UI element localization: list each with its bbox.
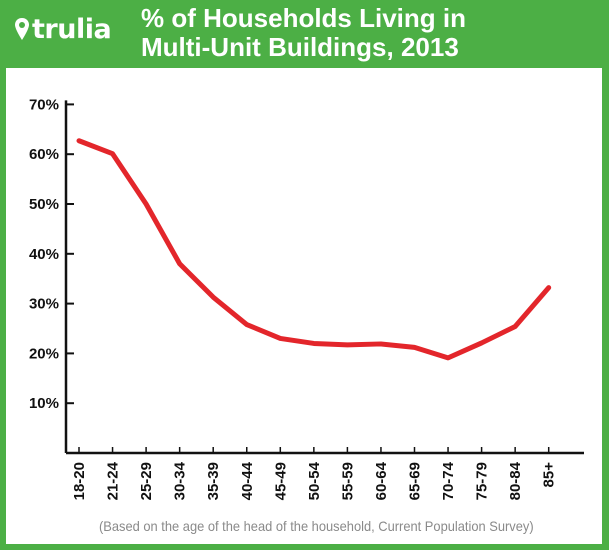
data-point [413, 345, 416, 349]
x-tick-label: 40-44 [239, 461, 256, 500]
x-tick-label: 55-59 [339, 462, 356, 500]
data-point [379, 342, 383, 346]
data-point [345, 343, 349, 347]
x-tick-label: 60-64 [373, 461, 390, 500]
data-point [211, 295, 215, 299]
chart-title: % of Households Living in Multi-Unit Bui… [141, 3, 466, 62]
y-tick-label: 30% [29, 296, 59, 313]
data-point [111, 152, 115, 156]
map-pin-icon [15, 18, 29, 40]
data-point [547, 286, 551, 290]
x-tick-label: 18-20 [71, 462, 88, 500]
x-tick-label: 50-54 [306, 461, 323, 500]
header-bar: trulia % of Households Living in Multi-U… [0, 0, 609, 68]
x-tick-label: 85+ [541, 462, 558, 488]
logo-text: trulia [32, 13, 112, 45]
x-tick-label: 75-79 [474, 462, 491, 500]
x-tick-label: 35-39 [205, 462, 222, 500]
x-tick-label: 25-29 [138, 462, 155, 500]
data-point [312, 341, 316, 345]
x-tick-label: 21-24 [105, 461, 122, 500]
x-tick-label: 80-84 [507, 461, 524, 500]
data-point [278, 336, 282, 340]
x-tick-label: 30-34 [172, 461, 189, 500]
series-line [76, 138, 552, 361]
y-tick-label: 20% [29, 345, 59, 362]
trulia-logo: trulia [14, 12, 112, 46]
data-point [178, 262, 182, 266]
data-point [245, 323, 249, 327]
x-tick-label: 70-74 [440, 461, 457, 500]
line-chart: 10% 20% 30% 40% 50% 60% 70% 18-20 21-24 25-29 30-3… [29, 96, 584, 500]
y-tick-label: 40% [29, 246, 59, 263]
x-tick-label: 45-49 [272, 462, 289, 500]
y-tick-label: 70% [29, 96, 59, 113]
x-tick-label: 65-69 [407, 462, 424, 500]
data-point [77, 139, 81, 143]
y-tick-label: 60% [29, 146, 59, 163]
data-point [480, 341, 484, 345]
data-point [446, 356, 450, 360]
y-tick-label: 10% [29, 395, 59, 412]
data-point [144, 202, 148, 206]
source-note: (Based on the age of the head of the hou… [99, 518, 534, 534]
data-point [513, 325, 517, 329]
chart-panel: 10% 20% 30% 40% 50% 60% 70% 18-20 21-24 25-29 30-3… [6, 68, 602, 544]
y-tick-label: 50% [29, 196, 59, 213]
